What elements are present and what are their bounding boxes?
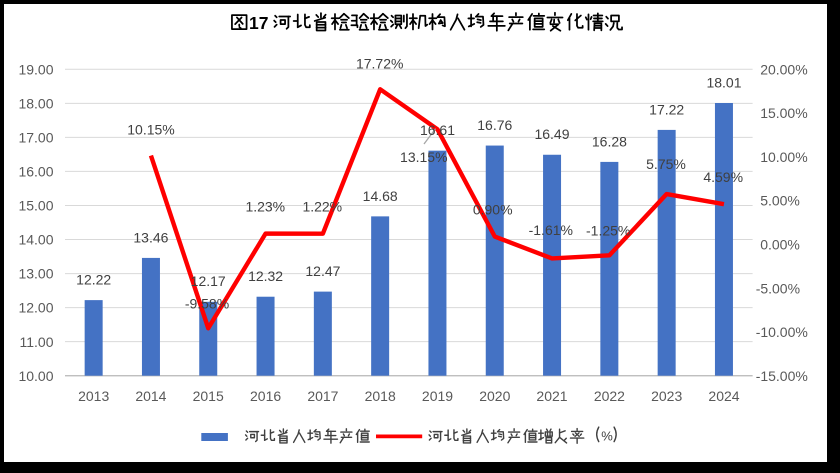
svg-text:2014: 2014: [135, 388, 166, 404]
svg-text:2020: 2020: [479, 388, 510, 404]
svg-text:14.00: 14.00: [18, 232, 53, 248]
svg-text:5.75%: 5.75%: [646, 156, 686, 172]
svg-text:18.00: 18.00: [18, 95, 53, 111]
svg-text:-5.00%: -5.00%: [756, 280, 800, 296]
svg-text:-10.00%: -10.00%: [756, 324, 808, 340]
svg-text:-1.25%: -1.25%: [586, 222, 630, 238]
svg-text:15.00: 15.00: [18, 198, 53, 214]
svg-text:-1.61%: -1.61%: [529, 222, 573, 238]
svg-text:0.00%: 0.00%: [760, 237, 800, 253]
svg-text:16.76: 16.76: [477, 117, 512, 133]
svg-text:15.00%: 15.00%: [760, 105, 807, 121]
svg-text:1.23%: 1.23%: [245, 199, 285, 215]
svg-text:5.00%: 5.00%: [760, 193, 800, 209]
svg-text:2024: 2024: [708, 388, 739, 404]
svg-text:12.32: 12.32: [248, 268, 283, 284]
svg-text:-9.58%: -9.58%: [185, 295, 229, 311]
svg-text:0.90%: 0.90%: [473, 201, 513, 217]
svg-text:17.72%: 17.72%: [356, 56, 403, 72]
svg-text:10.00%: 10.00%: [760, 149, 807, 165]
svg-text:17: 17: [249, 13, 268, 33]
svg-text:10.15%: 10.15%: [127, 122, 174, 138]
svg-text:16.28: 16.28: [592, 133, 627, 149]
svg-text:12.17: 12.17: [191, 273, 226, 289]
svg-text:12.47: 12.47: [305, 263, 340, 279]
svg-text:13.15%: 13.15%: [400, 149, 447, 165]
svg-text:17.00: 17.00: [18, 130, 53, 146]
svg-text:13.00: 13.00: [18, 266, 53, 282]
svg-text:2013: 2013: [78, 388, 109, 404]
svg-text:2021: 2021: [536, 388, 567, 404]
svg-text:20.00%: 20.00%: [760, 61, 807, 77]
svg-text:11.00: 11.00: [20, 334, 54, 350]
svg-text:13.46: 13.46: [133, 229, 168, 245]
svg-text:17.22: 17.22: [649, 101, 684, 117]
svg-text:18.01: 18.01: [706, 74, 741, 90]
svg-text:%: %: [601, 429, 613, 444]
svg-text:1.22%: 1.22%: [302, 199, 342, 215]
svg-text:2017: 2017: [307, 388, 338, 404]
svg-text:2023: 2023: [651, 388, 682, 404]
svg-text:16.61: 16.61: [420, 122, 455, 138]
svg-text:4.59%: 4.59%: [703, 169, 743, 185]
svg-text:2019: 2019: [422, 388, 453, 404]
svg-text:16.00: 16.00: [18, 164, 53, 180]
svg-text:2015: 2015: [193, 388, 224, 404]
svg-text:16.49: 16.49: [534, 126, 569, 142]
svg-text:10.00: 10.00: [18, 368, 53, 384]
svg-text:2016: 2016: [250, 388, 281, 404]
svg-text:19.00: 19.00: [18, 61, 53, 77]
svg-text:14.68: 14.68: [363, 188, 398, 204]
svg-text:12.00: 12.00: [18, 300, 53, 316]
svg-text:2022: 2022: [594, 388, 625, 404]
svg-text:2018: 2018: [365, 388, 396, 404]
svg-text:-15.00%: -15.00%: [756, 368, 808, 384]
svg-text:12.22: 12.22: [76, 272, 111, 288]
